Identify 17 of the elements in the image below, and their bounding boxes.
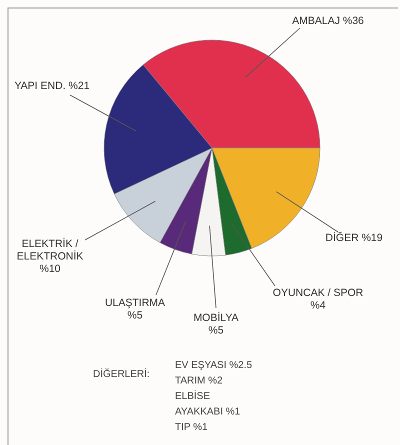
text: EV EŞYASI %2.5 <box>175 360 253 371</box>
text: DİĞERLERİ: <box>93 368 150 380</box>
text: AYAKKABI %1 <box>175 406 241 418</box>
slice-label: YAPI END. %21 <box>14 80 90 92</box>
data-label: %10 <box>39 263 61 275</box>
text: TIP %1 <box>175 422 208 433</box>
data-label: %5 <box>208 324 224 336</box>
slice-label: DİĞER %19 <box>325 231 383 244</box>
slice-label: AMBALAJ %36 <box>292 15 364 27</box>
slice-label: MOBİLYA <box>193 311 239 324</box>
data-label: %5 <box>127 310 143 322</box>
slice-label: ELEKTRİK / ELEKTRONİK <box>16 237 84 262</box>
slice-label: OYUNCAK / SPOR <box>272 287 364 299</box>
text: TARIM %2 <box>175 376 224 386</box>
text: ELBİSE <box>175 390 210 402</box>
data-label: %4 <box>310 300 326 312</box>
slice-label: ULAŞTIRMA <box>104 297 166 309</box>
